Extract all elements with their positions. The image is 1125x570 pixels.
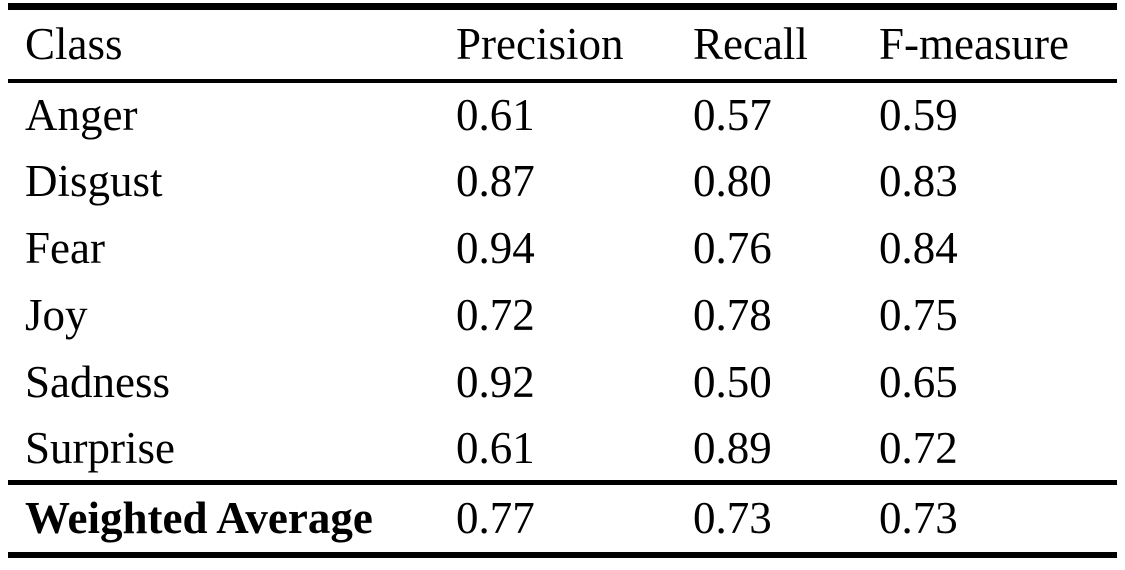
cell-class: Disgust (25, 156, 163, 206)
cell-f-measure: 0.72 (879, 422, 958, 473)
table-body: Anger 0.61 0.57 0.59 Disgust 0.87 0.80 0… (8, 81, 1117, 483)
cell-precision: 0.77 (456, 493, 535, 544)
cell-f-measure: 0.84 (879, 223, 958, 273)
cell-f-measure: 0.75 (879, 290, 958, 340)
table-row-weighted-average: Weighted Average 0.77 0.73 0.73 (8, 482, 1117, 555)
cell-recall: 0.78 (693, 290, 772, 340)
cell-f-measure: 0.83 (879, 156, 958, 206)
cell-class: Fear (25, 223, 105, 273)
cell-precision: 0.87 (456, 156, 535, 206)
column-header-precision: Precision (456, 19, 624, 70)
cell-f-measure: 0.65 (879, 357, 958, 407)
cell-recall: 0.89 (693, 422, 772, 473)
table-row-anger: Anger 0.61 0.57 0.59 (8, 81, 1117, 148)
cell-class: Sadness (25, 357, 170, 407)
column-header-f-measure: F-measure (879, 19, 1069, 70)
classification-metrics-table: Class Precision Recall F-measure Anger 0… (8, 3, 1117, 558)
cell-recall: 0.73 (693, 493, 772, 544)
cell-precision: 0.61 (456, 422, 535, 473)
table-row-sadness: Sadness 0.92 0.50 0.65 (8, 349, 1117, 416)
cell-precision: 0.94 (456, 223, 535, 273)
table-row-fear: Fear 0.94 0.76 0.84 (8, 215, 1117, 282)
cell-f-measure: 0.59 (879, 90, 958, 140)
header-row: Class Precision Recall F-measure (8, 7, 1117, 81)
table-footer: Weighted Average 0.77 0.73 0.73 (8, 482, 1117, 555)
cell-precision: 0.61 (456, 90, 535, 140)
column-header-class: Class (25, 19, 123, 70)
cell-precision: 0.72 (456, 290, 535, 340)
cell-class: Anger (25, 90, 138, 140)
table-row-joy: Joy 0.72 0.78 0.75 (8, 282, 1117, 349)
cell-class: Surprise (25, 422, 175, 473)
cell-recall: 0.80 (693, 156, 772, 206)
table-row-disgust: Disgust 0.87 0.80 0.83 (8, 148, 1117, 215)
cell-precision: 0.92 (456, 357, 535, 407)
cell-f-measure: 0.73 (879, 493, 958, 544)
table-row-surprise: Surprise 0.61 0.89 0.72 (8, 416, 1117, 483)
cell-recall: 0.57 (693, 90, 772, 140)
cell-class: Weighted Average (25, 493, 373, 544)
column-header-recall: Recall (693, 19, 808, 70)
cell-class: Joy (25, 290, 88, 340)
cell-recall: 0.50 (693, 357, 772, 407)
cell-recall: 0.76 (693, 223, 772, 273)
table-header: Class Precision Recall F-measure (8, 7, 1117, 81)
